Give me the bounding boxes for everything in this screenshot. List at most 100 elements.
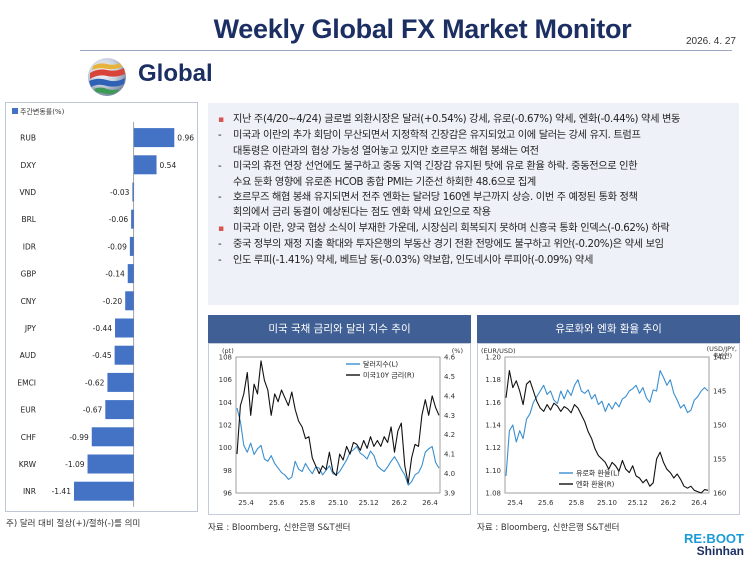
commentary-text: 중국 정부의 재정 지출 확대와 투자은행의 부동산 경기 전환 전망에도 불구… [233, 239, 664, 251]
category-label: EUR [21, 406, 36, 415]
commentary-item: 수요 둔화 영향에 유로존 HCOB 종합 PMI는 기준선 하회한 48.6으… [218, 175, 731, 190]
eur-jpy-panel: 유로화와 엔화 환율 추이 (EUR/USD) (USD/JPY, 축반전) 1.08… [477, 315, 740, 515]
x-tick-label: 26.2 [392, 499, 408, 507]
bullet-dash-icon: - [218, 161, 222, 173]
bar-eur [105, 400, 134, 420]
left-y-tick: 1.10 [485, 467, 501, 475]
globe-icon [88, 58, 126, 96]
bar-vnd [132, 182, 134, 202]
category-label: VND [19, 188, 36, 197]
commentary-item: ▪ 미국과 이란, 양국 협상 소식이 부재한 가운데, 시장심리 회복되지 못하… [218, 221, 731, 237]
x-tick-label: 26.2 [661, 499, 677, 507]
left-axis-unit: (pt) [222, 347, 234, 355]
commentary-item: - 인도 루피(-1.41%) 약세, 베트남 동(-0.03%) 약보합, 인도… [218, 253, 731, 268]
commentary-item: - 미국의 휴전 연장 선언에도 불구하고 중동 지역 긴장감 유지된 탓에 유로… [218, 159, 731, 174]
right-y-tick: 4.5 [444, 373, 455, 381]
category-label: CNY [21, 297, 37, 306]
bar-brl [131, 209, 134, 229]
x-tick-label: 25.6 [538, 499, 554, 507]
left-y-tick: 1.20 [485, 354, 501, 362]
commentary-item: - 중국 정부의 재정 지출 확대와 투자은행의 부동산 경기 전환 전망에도 불… [218, 237, 731, 252]
value-label: -0.14 [105, 270, 125, 279]
category-label: CHF [21, 433, 36, 442]
bullet-dash-icon: - [218, 130, 222, 142]
weekly-change-bar-chart: 주간변동률(%) RUB DXY VND BRL IDR GBP CNY JPY AUD EMCI… [5, 102, 198, 512]
report-date: 2026. 4. 27 [685, 36, 736, 47]
eur-jpy-line-chart: (EUR/USD) (USD/JPY,축반전) 1.08 1.10 1.12 1.14 1.… [477, 343, 740, 515]
right-y-tick: 4.0 [444, 470, 455, 478]
logo-line2: Shinhan [696, 544, 744, 558]
legend-label-0: 달러지수(L) [363, 360, 398, 369]
bar-rub [133, 128, 175, 148]
page-title: Weekly Global FX Market Monitor [213, 14, 632, 44]
right-axis-unit: (USD/JPY, [707, 345, 737, 353]
eur-jpy-chart-source: 자료 : Bloomberg, 신한은행 S&T센터 [477, 523, 620, 533]
bullet-dash-icon: - [218, 254, 222, 266]
left-y-tick: 1.08 [485, 490, 501, 498]
bullet-dash-icon: - [218, 239, 222, 251]
commentary-text: 수요 둔화 영향에 유로존 HCOB 종합 PMI는 기준선 하회한 48.6으… [233, 176, 536, 188]
region-title: Global [138, 60, 213, 87]
left-y-tick: 1.12 [485, 444, 501, 452]
x-tick-label: 26.4 [691, 499, 707, 507]
commentary-item: - 호르무즈 해협 봉쇄 유지되면서 전주 엔화는 달러당 160엔 부근까지 상… [218, 190, 731, 205]
value-label: -0.03 [110, 188, 130, 197]
commentary-text: 미국의 휴전 연장 선언에도 불구하고 중동 지역 긴장감 유지된 탓에 유로 … [233, 161, 638, 173]
header-divider [80, 50, 732, 51]
commentary-item: - 미국과 이란의 추가 회담이 무산되면서 지정학적 긴장감은 유지되었고 이에… [218, 128, 731, 143]
bar-idr [129, 236, 134, 256]
value-label: -0.20 [103, 297, 123, 306]
plot-area [235, 356, 441, 494]
legend-label: 주간변동률(%) [20, 107, 65, 116]
us-rates-chart-source: 자료 : Bloomberg, 신한은행 S&T센터 [208, 523, 351, 533]
legend-label-1: 엔화 환율(R) [576, 480, 615, 489]
category-label: EMCI [17, 378, 36, 387]
value-label: 0.54 [160, 161, 177, 170]
category-label: AUD [20, 351, 37, 360]
series-line-0 [505, 370, 709, 477]
left-y-tick: 106 [219, 376, 233, 384]
commentary-text: 미국과 이란의 추가 회담이 무산되면서 지정학적 긴장감은 유지되었고 이에 … [233, 130, 641, 142]
x-tick-label: 25.6 [269, 499, 285, 507]
left-y-tick: 108 [219, 354, 232, 362]
series-line-0 [236, 407, 440, 486]
chart-frame [208, 343, 471, 515]
bullet-dash-icon: - [218, 192, 222, 204]
left-y-tick: 1.16 [485, 399, 501, 407]
left-y-tick: 1.18 [485, 376, 501, 384]
commentary-item: ▪ 지난 주(4/20~4/24) 글로벌 외환시장은 달러(+0.54%) 강세… [218, 112, 731, 128]
bullet-dot-icon: ▪ [218, 223, 224, 234]
value-label: -0.62 [85, 378, 105, 387]
commentary-text: 지난 주(4/20~4/24) 글로벌 외환시장은 달러(+0.54%) 강세,… [233, 114, 681, 125]
series-line-1 [505, 370, 709, 494]
commentary-text: 미국과 이란, 양국 협상 소식이 부재한 가운데, 시장심리 회복되지 못하며… [233, 222, 670, 234]
category-label: INR [23, 487, 36, 496]
us-rates-dollar-line-chart: (pt) (%) 96 98 100 102 104 106 108 3.9 4.0 4.1 4.2 4.… [208, 343, 471, 515]
us-rates-dollar-panel: 미국 국채 금리와 달러 지수 추이 (pt) (%) 96 98 100 102 104 1… [208, 315, 471, 515]
legend-label-0: 유로화 환율(L) [576, 469, 620, 478]
value-label: -0.99 [69, 433, 89, 442]
x-tick-label: 25.4 [238, 499, 254, 507]
right-y-tick: 4.1 [444, 451, 455, 459]
us-rates-chart-title: 미국 국채 금리와 달러 지수 추이 [208, 315, 471, 343]
commentary-item: 대통령은 이란과의 협상 가능성 열어놓고 있지만 호르무즈 해협 봉쇄는 여전 [218, 144, 731, 159]
category-label: KRW [19, 460, 37, 469]
value-label: -0.45 [92, 351, 112, 360]
left-y-tick: 98 [223, 467, 232, 475]
bar-dxy [133, 155, 157, 175]
series-line-1 [236, 360, 440, 484]
left-axis-unit: (EUR/USD) [481, 347, 516, 355]
bar-krw [87, 454, 134, 474]
chart-frame [477, 343, 740, 515]
right-y-tick: 3.9 [444, 490, 455, 498]
value-label: -0.09 [107, 242, 127, 251]
left-y-tick: 1.14 [485, 422, 501, 430]
commentary-text: 회의에서 금리 동결이 예상된다는 점도 엔화 약세 요인으로 작용 [233, 207, 491, 219]
right-y-tick: 4.4 [444, 392, 456, 400]
x-tick-label: 25.12 [359, 499, 379, 507]
right-y-tick: 145 [713, 388, 726, 396]
bar-cny [125, 291, 134, 311]
left-y-tick: 96 [223, 490, 232, 498]
bar-aud [114, 345, 134, 365]
category-label: JPY [24, 324, 37, 333]
